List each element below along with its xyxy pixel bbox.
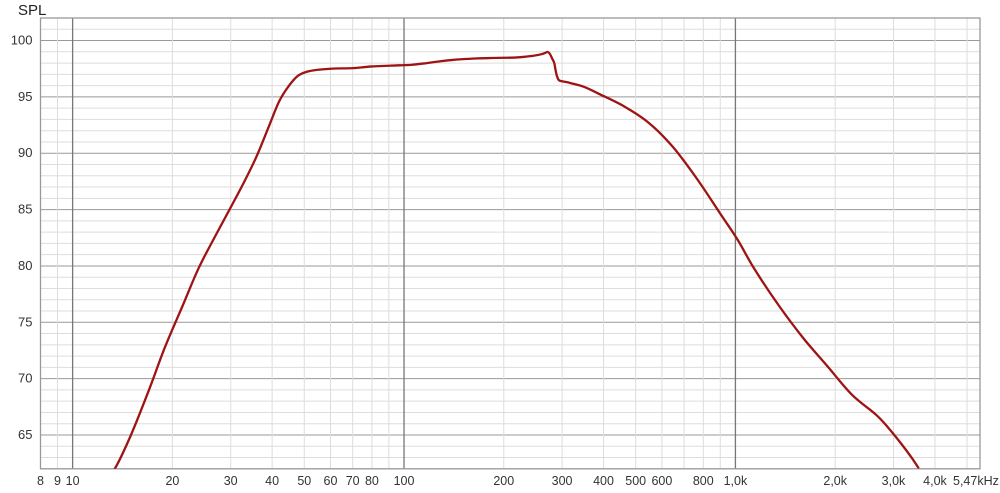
svg-text:3,0k: 3,0k — [882, 474, 906, 488]
svg-text:80: 80 — [365, 474, 379, 488]
svg-text:75: 75 — [18, 314, 32, 329]
svg-text:20: 20 — [165, 474, 179, 488]
svg-text:5,47kHz: 5,47kHz — [953, 474, 999, 488]
svg-text:800: 800 — [693, 474, 714, 488]
svg-text:50: 50 — [297, 474, 311, 488]
svg-text:600: 600 — [651, 474, 672, 488]
svg-text:40: 40 — [265, 474, 279, 488]
svg-text:65: 65 — [18, 427, 32, 442]
svg-text:300: 300 — [552, 474, 573, 488]
svg-text:9: 9 — [54, 474, 61, 488]
svg-text:30: 30 — [224, 474, 238, 488]
svg-text:100: 100 — [11, 33, 33, 48]
svg-text:70: 70 — [18, 371, 32, 386]
svg-text:500: 500 — [625, 474, 646, 488]
svg-text:200: 200 — [493, 474, 514, 488]
svg-text:90: 90 — [18, 145, 32, 160]
svg-text:2,0k: 2,0k — [823, 474, 847, 488]
svg-text:60: 60 — [324, 474, 338, 488]
svg-text:4,0k: 4,0k — [923, 474, 947, 488]
svg-text:100: 100 — [394, 474, 415, 488]
svg-text:400: 400 — [593, 474, 614, 488]
svg-text:95: 95 — [18, 89, 32, 104]
svg-text:70: 70 — [346, 474, 360, 488]
svg-text:8: 8 — [37, 474, 44, 488]
svg-text:10: 10 — [66, 474, 80, 488]
svg-text:1,0k: 1,0k — [724, 474, 748, 488]
svg-text:85: 85 — [18, 202, 32, 217]
svg-text:80: 80 — [18, 258, 32, 273]
